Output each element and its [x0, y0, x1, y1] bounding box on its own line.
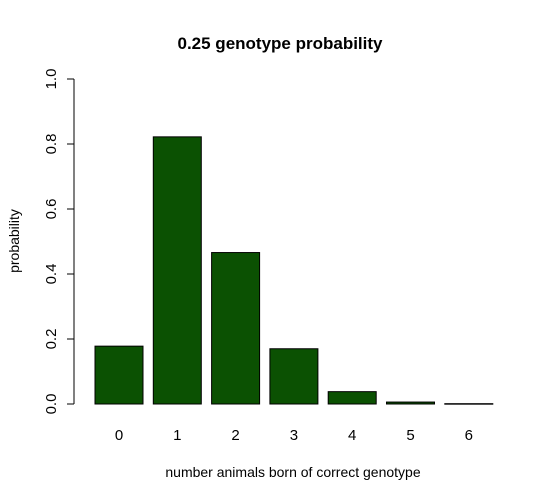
y-tick-label-0.6: 0.6: [43, 199, 60, 220]
x-tick-label-6: 6: [465, 427, 473, 444]
x-tick-label-4: 4: [348, 427, 356, 444]
bar-2: [211, 252, 261, 405]
bar-1: [152, 136, 202, 405]
chart-title: 0.25 genotype probability: [178, 34, 384, 53]
y-axis-label: probability: [6, 209, 22, 273]
y-tick-label-0.8: 0.8: [43, 134, 60, 155]
bar-3: [269, 348, 319, 405]
x-tick-label-5: 5: [406, 427, 414, 444]
y-tick-label-0.0: 0.0: [43, 394, 60, 415]
bar-5: [386, 401, 435, 405]
bar-4: [327, 391, 377, 405]
bar-6: [444, 403, 494, 405]
x-tick-label-0: 0: [115, 427, 123, 444]
x-tick-labels: 0 1 2 3 4 5 6: [115, 427, 473, 444]
y-tick-label-0.4: 0.4: [43, 264, 60, 285]
y-tick-label-0.2: 0.2: [43, 329, 60, 350]
y-tick-label-1.0: 1.0: [43, 69, 60, 90]
y-axis: 0.0 0.2 0.4 0.6 0.8 1.0: [43, 69, 75, 415]
bar-0: [94, 345, 144, 405]
bars-group: [94, 136, 494, 405]
x-tick-label-1: 1: [173, 427, 181, 444]
x-tick-label-3: 3: [290, 427, 298, 444]
x-tick-label-2: 2: [231, 427, 239, 444]
x-axis-label: number animals born of correct genotype: [165, 464, 420, 480]
